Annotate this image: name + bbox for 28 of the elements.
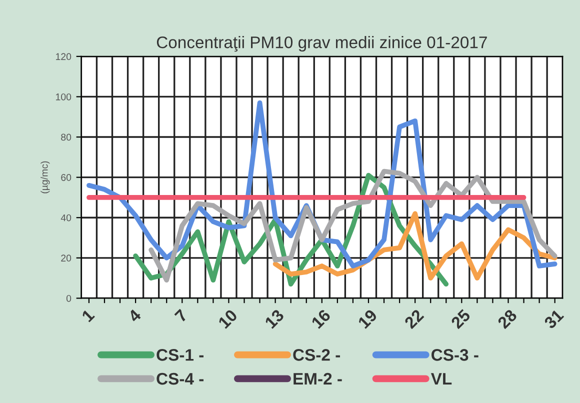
line-series [272, 211, 558, 280]
y-tick-label: 60 [61, 174, 72, 181]
legend-label: VL [430, 373, 452, 385]
x-tick-label: 4 [127, 308, 142, 323]
y-tick-label: 20 [61, 254, 72, 262]
chart-title: Concentraţii PM10 grav medii zinice 01-2017 [156, 36, 487, 52]
x-tick-label: 13 [264, 308, 285, 329]
y-axis-title: (µg/mc) [40, 161, 50, 194]
legend-label: CS-1 - [156, 349, 204, 361]
y-tick-label: 80 [61, 134, 72, 141]
y-tick-label: 40 [60, 214, 72, 222]
legend-label: CS-2 - [293, 349, 340, 361]
x-tick-label: 10 [218, 308, 238, 329]
x-tick-label: 19 [357, 308, 378, 329]
x-tick-label: 1 [81, 308, 95, 322]
y-tick-label: 0 [66, 294, 72, 302]
line-series [148, 168, 558, 283]
x-tick-label: 22 [404, 308, 424, 330]
x-tick-label: 28 [496, 308, 518, 330]
x-tick-label: 16 [310, 308, 332, 329]
x-tick-label: 31 [543, 308, 564, 330]
y-tick-label: 100 [56, 93, 72, 100]
x-tick-label: 25 [450, 308, 472, 330]
legend-label: CS-4 - [156, 372, 204, 385]
x-tick-label: 7 [174, 308, 188, 323]
legend-label: CS-3 - [432, 349, 478, 361]
y-tick-label: 120 [56, 53, 72, 60]
legend-label: EM-2 - [294, 372, 342, 385]
